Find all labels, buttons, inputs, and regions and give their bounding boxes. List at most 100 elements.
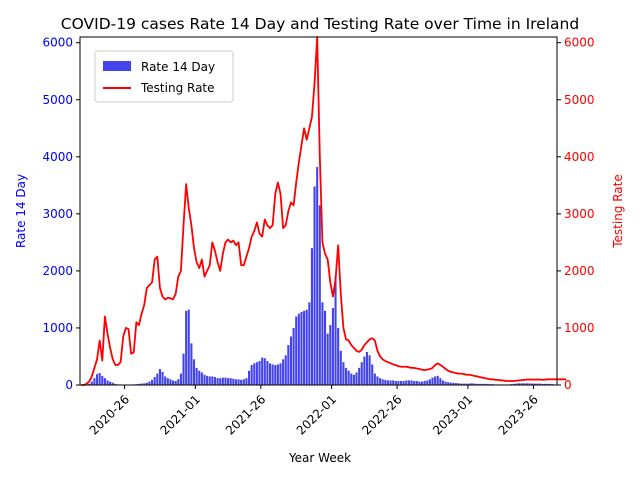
- bar: [179, 373, 182, 385]
- left-tick-label: 3000: [42, 207, 73, 221]
- bar: [431, 377, 434, 385]
- left-tick-label: 5000: [42, 93, 73, 107]
- bar: [229, 378, 232, 385]
- bar: [447, 382, 450, 385]
- bar: [441, 380, 445, 385]
- left-axis-label: Rate 14 Day: [14, 174, 28, 248]
- bar: [368, 355, 371, 385]
- bar: [303, 310, 306, 385]
- bar: [161, 371, 164, 385]
- bar: [114, 383, 117, 385]
- left-tick-label: 0: [65, 378, 73, 392]
- bar: [457, 383, 460, 385]
- bar: [468, 383, 471, 385]
- bar: [428, 379, 431, 385]
- bar: [143, 383, 146, 385]
- bar: [418, 381, 421, 385]
- bar: [145, 382, 148, 385]
- bar: [221, 377, 224, 385]
- bar: [347, 370, 350, 385]
- bar: [268, 363, 272, 385]
- bar: [240, 379, 243, 385]
- bar: [541, 383, 544, 385]
- bar: [206, 375, 209, 385]
- bar: [517, 383, 521, 385]
- bar: [313, 186, 316, 385]
- bar: [352, 374, 355, 385]
- bar: [465, 383, 468, 385]
- bar: [462, 383, 466, 385]
- left-tick-label: 2000: [42, 264, 73, 278]
- bar: [386, 380, 390, 385]
- bar: [337, 327, 340, 385]
- bar: [373, 373, 376, 385]
- chart-title: COVID-19 cases Rate 14 Day and Testing R…: [61, 15, 579, 33]
- bar: [109, 381, 112, 385]
- bar: [232, 378, 235, 385]
- axes-frame: [79, 36, 558, 386]
- right-tick-label: 1000: [564, 321, 595, 335]
- bar: [420, 381, 424, 385]
- bar: [331, 307, 334, 385]
- line-series: [81, 36, 567, 386]
- bar: [334, 276, 337, 385]
- bar: [111, 382, 114, 385]
- bar: [95, 374, 99, 385]
- x-tick-label: 2020-26: [87, 392, 132, 437]
- bar: [415, 381, 418, 385]
- left-axis: 0 1000 2000 3000 4000 5000 6000: [42, 36, 80, 392]
- left-tick-label: 1000: [42, 321, 73, 335]
- bar: [153, 377, 156, 385]
- right-tick-label: 2000: [564, 264, 595, 278]
- bar: [423, 381, 426, 385]
- bar: [198, 370, 201, 385]
- bar: [342, 362, 345, 385]
- bar: [486, 383, 489, 385]
- bar: [376, 376, 379, 385]
- x-tick-label: 2023-01: [430, 392, 475, 437]
- bar: [329, 325, 332, 385]
- bar: [470, 383, 473, 385]
- bar: [355, 372, 358, 385]
- x-tick-label: 2021-01: [157, 392, 202, 437]
- bar: [528, 383, 531, 385]
- bar: [250, 365, 253, 385]
- bar: [434, 376, 437, 385]
- bar: [274, 365, 277, 385]
- bar: [253, 363, 256, 385]
- x-axis-label: Year Week: [288, 451, 351, 465]
- bar: [310, 248, 313, 385]
- bar: [103, 378, 106, 385]
- bar: [156, 373, 159, 385]
- bar: [208, 376, 211, 385]
- bar: [392, 380, 395, 385]
- bar: [544, 383, 547, 385]
- bar: [439, 378, 442, 385]
- x-tick-label: 2023-26: [496, 392, 541, 437]
- bar: [525, 383, 528, 385]
- bar: [405, 380, 408, 385]
- bar: [258, 361, 261, 385]
- bar: [90, 381, 93, 385]
- bar: [98, 373, 101, 385]
- bar: [394, 381, 397, 385]
- bar: [538, 383, 542, 385]
- bar: [158, 369, 161, 385]
- bar: [410, 380, 413, 385]
- bar: [224, 377, 227, 385]
- testing-rate-line: [81, 36, 567, 386]
- bar: [344, 367, 348, 385]
- bar: [520, 383, 523, 385]
- bar: [93, 378, 96, 385]
- x-tick-label: 2021-26: [223, 392, 268, 437]
- bar: [289, 336, 293, 385]
- bar: [397, 381, 400, 385]
- bar: [549, 383, 552, 385]
- legend-bar-swatch: [103, 61, 131, 71]
- left-tick-label: 6000: [42, 36, 73, 50]
- bar: [106, 380, 109, 385]
- left-tick-label: 4000: [42, 150, 73, 164]
- bar: [308, 302, 311, 385]
- bar: [297, 313, 300, 385]
